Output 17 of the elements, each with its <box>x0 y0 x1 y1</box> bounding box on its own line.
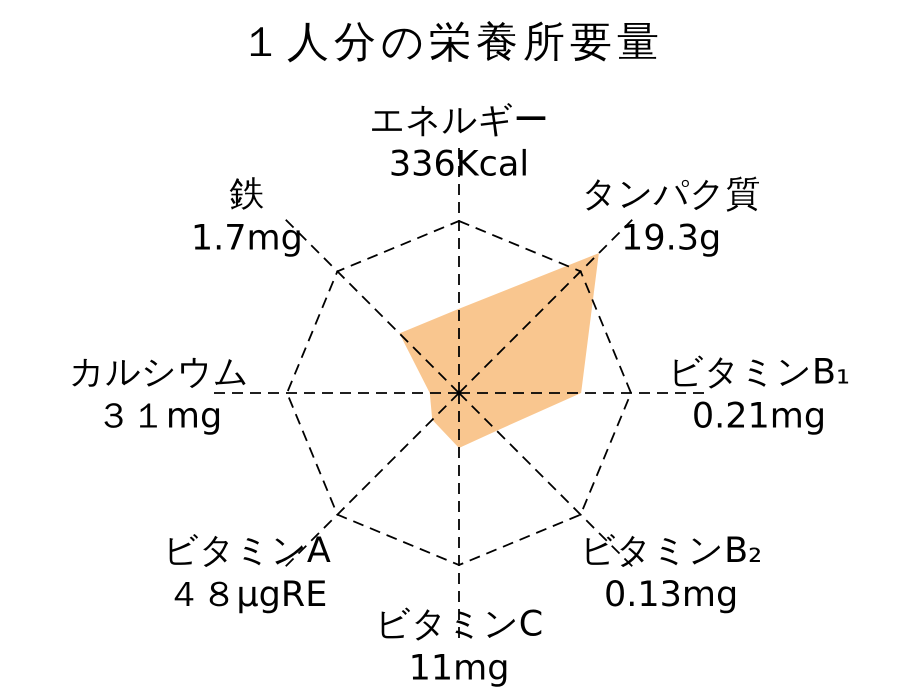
text: ３１mg <box>96 396 222 437</box>
spoke-label: ビタミンC <box>374 604 544 645</box>
spoke-label: カルシウム <box>69 352 249 393</box>
text: 19.3g <box>621 218 722 258</box>
text: 0.13mg <box>604 574 738 615</box>
spoke-label: ビタミンA <box>162 530 331 571</box>
chart-title: １人分の栄養所要量 <box>240 17 664 66</box>
text: 11mg <box>408 648 510 689</box>
spoke-label: ビタミンB₂ <box>580 530 762 571</box>
spoke-label: ビタミンB₁ <box>668 352 850 393</box>
text: 0.21mg <box>692 396 826 437</box>
text: 1.7mg <box>190 218 303 258</box>
spoke-label: タンパク質 <box>582 174 761 214</box>
text: 336Kcal <box>388 144 530 185</box>
text: ４８μgRE <box>166 574 328 615</box>
spoke-label: 鉄 <box>229 174 264 214</box>
spoke-label: エネルギー <box>370 100 548 141</box>
